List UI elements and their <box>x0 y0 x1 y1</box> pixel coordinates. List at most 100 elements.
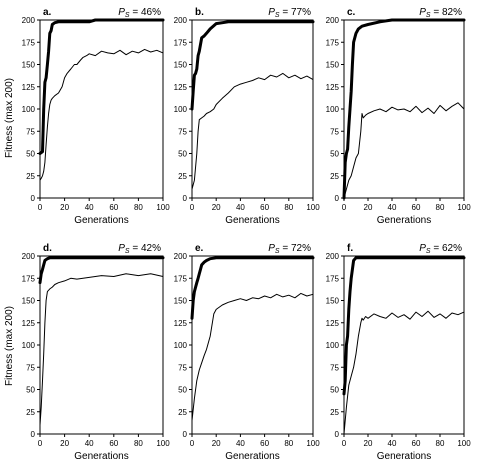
series-line-thick <box>190 20 315 111</box>
y-tick-label: 200 <box>22 252 36 261</box>
series-line-thick <box>190 256 315 320</box>
series-line-thick <box>342 18 466 200</box>
x-tick-label: 40 <box>236 439 245 448</box>
x-tick-label: 0 <box>342 203 347 212</box>
x-axis-title: Generations <box>74 451 128 462</box>
y-tick-label: 50 <box>330 150 339 159</box>
ps-annotation: PS = 77% <box>268 7 311 19</box>
y-tick-label: 200 <box>174 16 188 25</box>
y-tick-label: 150 <box>174 61 188 70</box>
y-tick-label: 125 <box>22 83 36 92</box>
series-line-thick <box>342 256 466 396</box>
ps-annotation: PS = 42% <box>118 243 161 255</box>
y-tick-label: 100 <box>22 105 36 114</box>
plot-frame <box>191 19 314 199</box>
chart-panel-2: 0 25 50 75 100 125 150 175 200 0 20 40 60 80 100 Genera… <box>174 7 321 226</box>
x-tick-label: 100 <box>306 203 320 212</box>
panel-letter: c. <box>347 7 356 18</box>
y-tick-label: 150 <box>326 297 340 306</box>
x-tick-label: 100 <box>457 439 471 448</box>
x-tick-label: 0 <box>38 439 43 448</box>
series-line-thin <box>343 102 465 199</box>
y-tick-label: 150 <box>22 61 36 70</box>
x-tick-label: 80 <box>134 203 143 212</box>
x-tick-label: 20 <box>364 439 373 448</box>
y-tick-label: 25 <box>178 172 187 181</box>
panel-letter: f. <box>347 243 353 254</box>
x-tick-label: 80 <box>436 203 445 212</box>
x-axis-title: Generations <box>377 215 431 226</box>
x-tick-label: 20 <box>60 203 69 212</box>
y-tick-label: 75 <box>26 127 35 136</box>
y-tick-label: 25 <box>178 408 187 417</box>
x-tick-label: 40 <box>388 203 397 212</box>
x-tick-label: 80 <box>284 439 293 448</box>
y-tick-label: 25 <box>26 172 35 181</box>
x-tick-label: 100 <box>156 203 170 212</box>
y-tick-label: 125 <box>22 319 36 328</box>
y-tick-label: 0 <box>183 430 188 439</box>
x-tick-label: 60 <box>260 203 269 212</box>
y-tick-label: 0 <box>183 194 188 203</box>
x-tick-label: 40 <box>85 439 94 448</box>
y-axis-title-bottom: Fitness (max 200) <box>4 306 15 386</box>
y-tick-label: 100 <box>174 341 188 350</box>
x-tick-label: 60 <box>260 439 269 448</box>
y-tick-label: 100 <box>326 105 340 114</box>
chart-panel-4: 0 25 50 75 100 125 150 175 200 0 20 40 60 80 100 Genera… <box>22 243 171 462</box>
panel-letter: e. <box>195 243 204 254</box>
ps-annotation: PS = 72% <box>268 243 311 255</box>
x-axis-title: Generations <box>225 451 279 462</box>
y-tick-label: 175 <box>22 38 36 47</box>
x-tick-label: 80 <box>436 439 445 448</box>
y-tick-label: 100 <box>326 341 340 350</box>
x-tick-label: 20 <box>212 439 221 448</box>
ps-annotation: PS = 62% <box>419 243 462 255</box>
y-tick-label: 25 <box>26 408 35 417</box>
x-tick-label: 60 <box>412 203 421 212</box>
plot-frame <box>191 255 314 435</box>
y-tick-label: 125 <box>174 319 188 328</box>
y-tick-label: 75 <box>26 363 35 372</box>
y-tick-label: 50 <box>330 386 339 395</box>
series-line-thin <box>191 72 314 190</box>
x-tick-label: 20 <box>60 439 69 448</box>
y-tick-label: 50 <box>178 150 187 159</box>
x-tick-label: 0 <box>38 203 43 212</box>
y-tick-label: 175 <box>326 38 340 47</box>
x-tick-label: 20 <box>212 203 221 212</box>
panel-letter: a. <box>43 7 52 18</box>
y-tick-label: 50 <box>178 386 187 395</box>
y-tick-label: 75 <box>178 127 187 136</box>
chart-panel-1: 0 25 50 75 100 125 150 175 200 0 20 40 60 80 100 Genera… <box>22 7 171 226</box>
x-tick-label: 0 <box>190 439 195 448</box>
chart-panel-5: 0 25 50 75 100 125 150 175 200 0 20 40 60 80 100 Genera… <box>174 243 321 462</box>
y-tick-label: 125 <box>174 83 188 92</box>
panel-letter: b. <box>195 7 204 18</box>
x-axis-title: Generations <box>74 215 128 226</box>
ps-annotation: PS = 82% <box>419 7 462 19</box>
y-tick-label: 100 <box>174 105 188 114</box>
y-tick-label: 150 <box>22 297 36 306</box>
ps-annotation: PS = 46% <box>118 7 161 19</box>
plot-frame <box>39 19 164 199</box>
series-line-thin <box>191 292 314 422</box>
y-tick-label: 175 <box>22 274 36 283</box>
y-tick-label: 0 <box>335 194 340 203</box>
y-tick-label: 50 <box>26 386 35 395</box>
x-tick-label: 40 <box>388 439 397 448</box>
y-tick-label: 25 <box>330 172 339 181</box>
panel-letter: d. <box>43 243 52 254</box>
y-tick-label: 200 <box>326 252 340 261</box>
y-tick-label: 75 <box>330 127 339 136</box>
series-line-thick <box>38 18 165 155</box>
y-axis-title-top: Fitness (max 200) <box>4 78 15 158</box>
y-tick-label: 0 <box>335 430 340 439</box>
x-tick-label: 0 <box>190 203 195 212</box>
y-tick-label: 50 <box>26 150 35 159</box>
y-tick-label: 25 <box>330 408 339 417</box>
chart-panel-6: 0 25 50 75 100 125 150 175 200 0 20 40 60 80 100 Genera… <box>326 243 472 462</box>
x-tick-label: 40 <box>236 203 245 212</box>
x-axis-title: Generations <box>377 451 431 462</box>
